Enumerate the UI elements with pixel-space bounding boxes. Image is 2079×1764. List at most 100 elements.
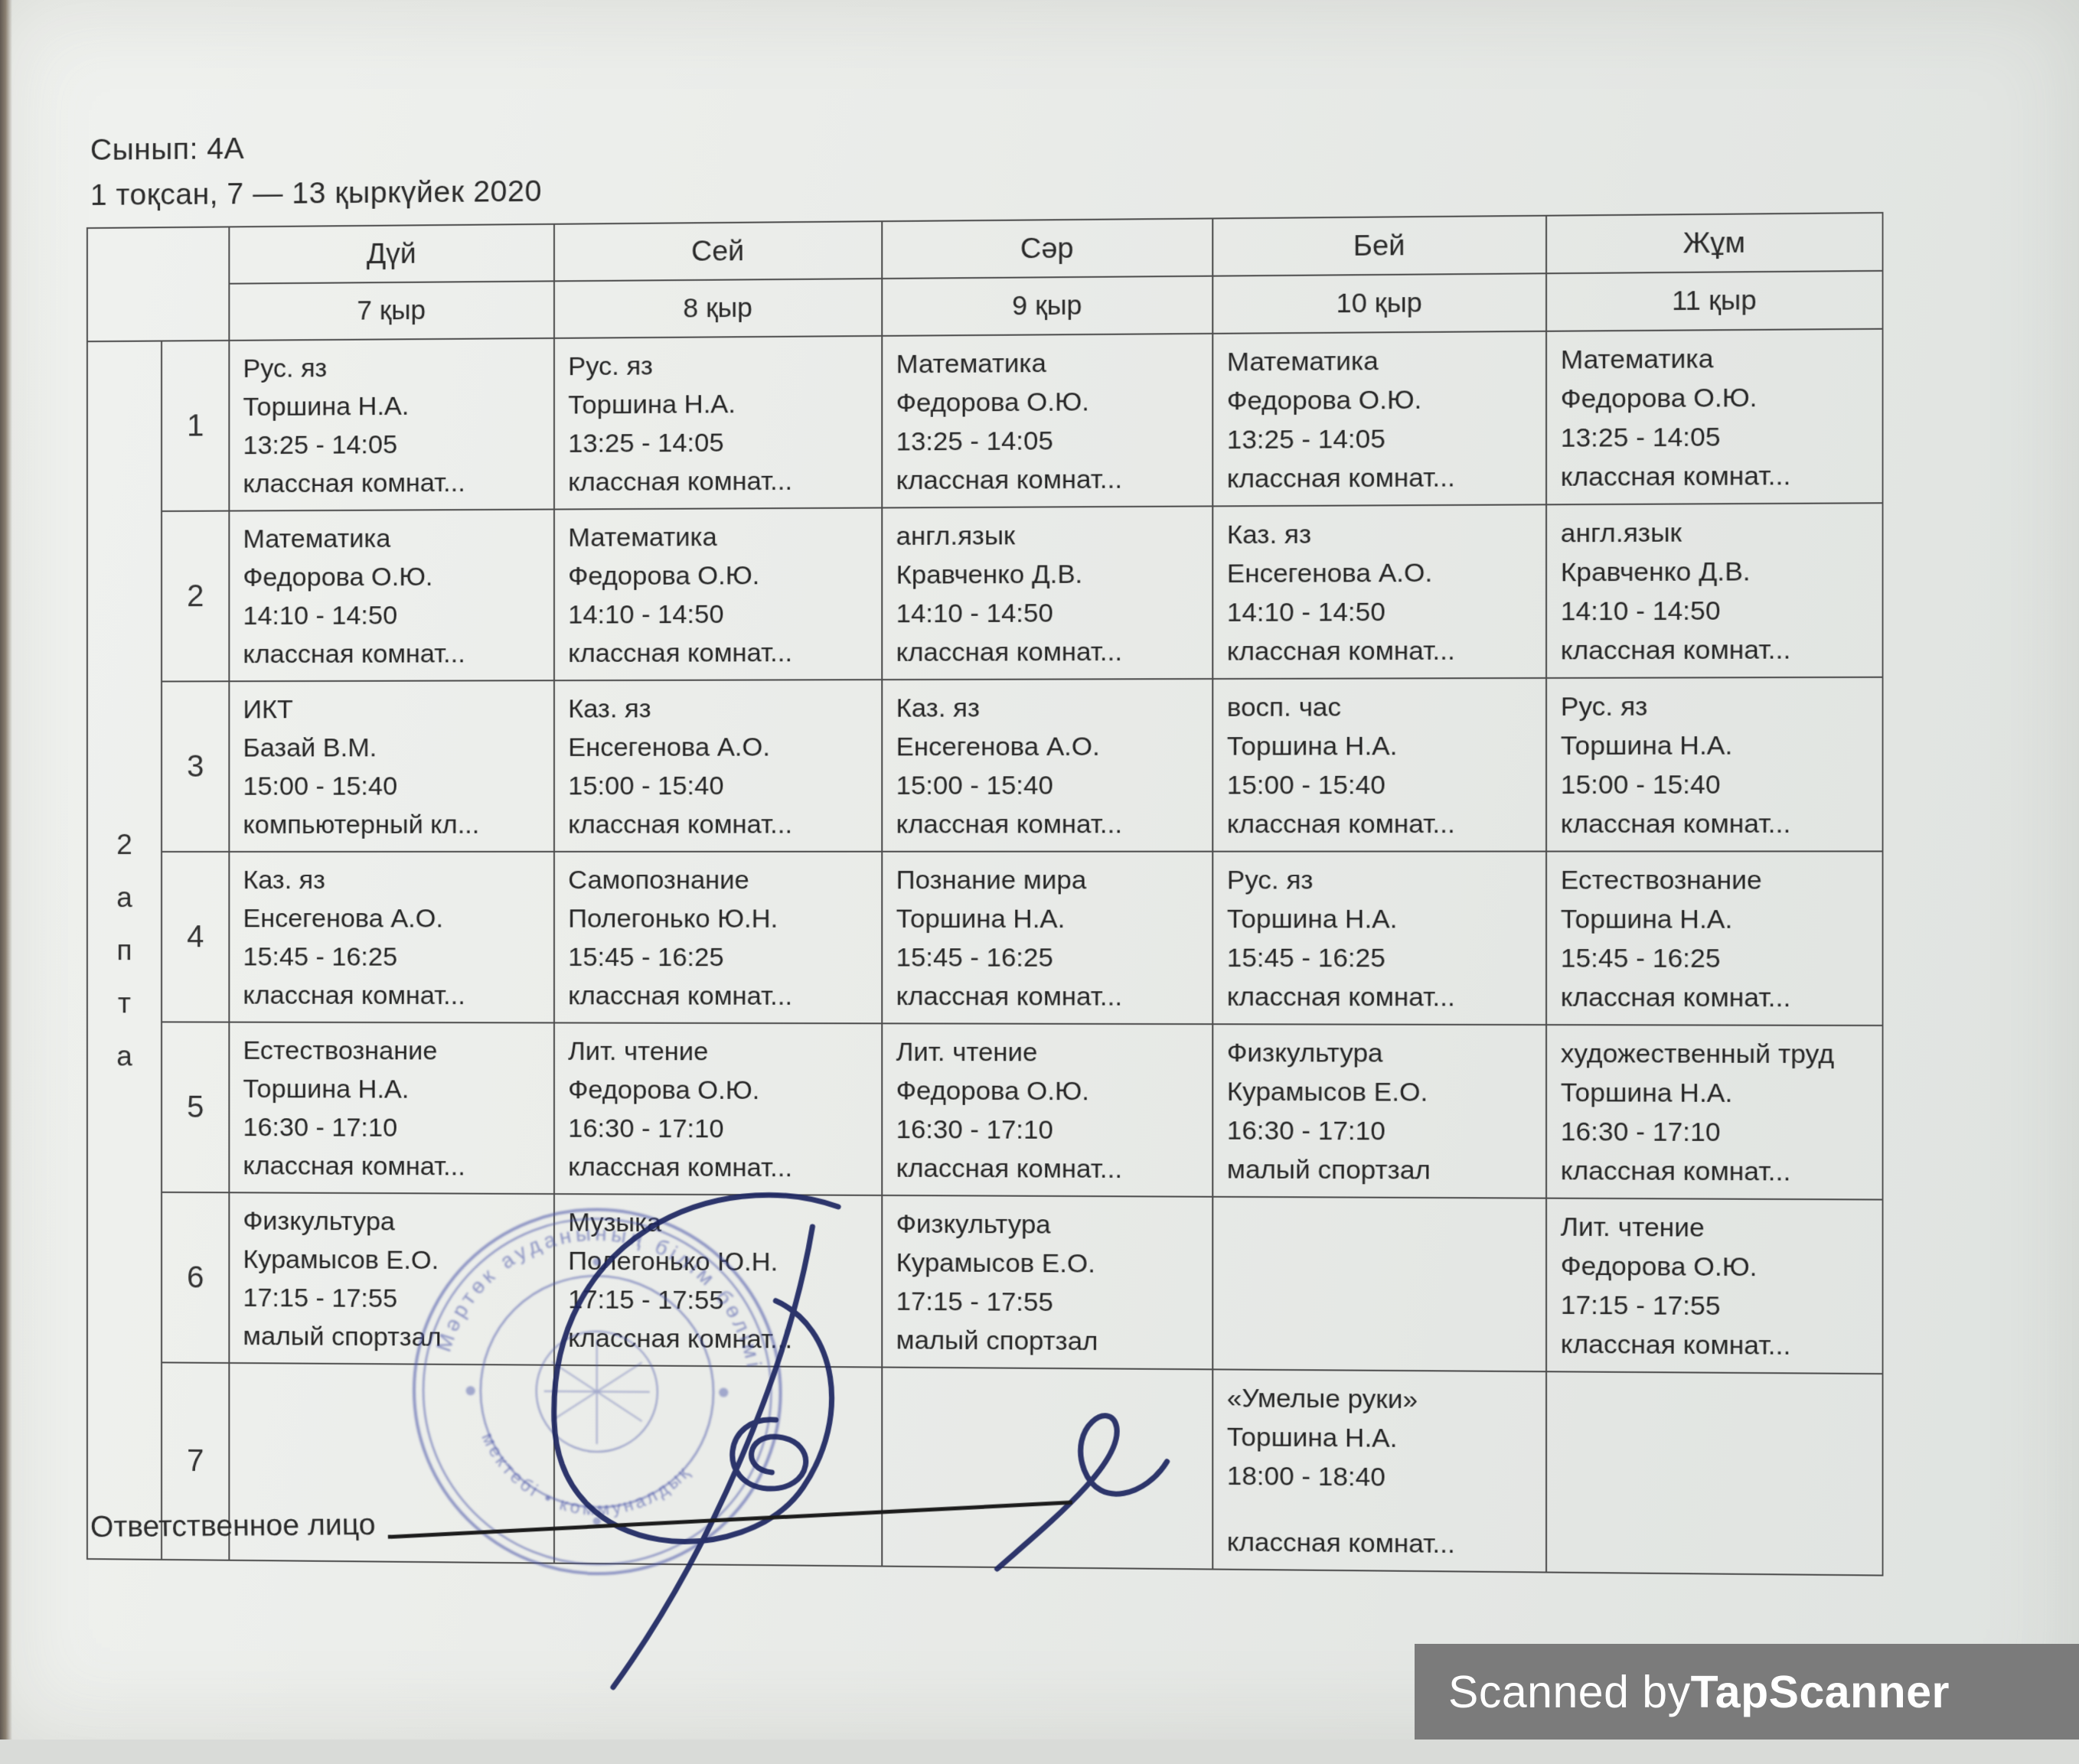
lesson-subject: художественный труд <box>1561 1034 1875 1074</box>
lesson-room: малый спортзал <box>1227 1150 1539 1191</box>
lesson-cell: «Умелые руки» Торшина Н.А. 18:00 - 18:40 кл… <box>1212 1369 1546 1572</box>
responsible-label: Ответственное лицо <box>90 1508 376 1544</box>
lesson-room: классная комнат... <box>243 463 546 503</box>
lesson-cell: англ.язык Кравченко Д.В. 14:10 - 14:50 клас… <box>882 506 1212 680</box>
lesson-room: классная комнат... <box>1561 1151 1875 1192</box>
lesson-room: классная комнат... <box>1561 804 1875 843</box>
lesson-cell: Познание мира Торшина Н.А. 15:45 - 16:25 кл… <box>882 852 1212 1025</box>
lesson-cell: восп. час Торшина Н.А. 15:00 - 15:40 классн… <box>1212 678 1546 852</box>
lesson-time: 13:25 - 14:05 <box>243 425 546 465</box>
lesson-cell: Рус. яз Торшина Н.А. 13:25 - 14:05 классная… <box>554 336 882 510</box>
day-name-header: Жұм <box>1546 213 1883 273</box>
week-label-char: п <box>89 924 160 977</box>
lesson-teacher: Торшина Н.А. <box>568 384 874 425</box>
lesson-room: классная комнат... <box>243 634 546 673</box>
lesson-room: классная комнат... <box>1227 977 1539 1017</box>
tapscanner-watermark: Scanned by TapScanner <box>1415 1644 2079 1740</box>
lesson-teacher: Базай В.М. <box>243 729 546 768</box>
paper: Сынып: 4А 1 тоқсан, 7 — 13 қыркүйек 2020… <box>0 0 2079 1764</box>
lesson-time: 14:10 - 14:50 <box>1227 592 1539 632</box>
lesson-room: классная комнат... <box>568 977 874 1016</box>
lesson-teacher: Енсегенова А.О. <box>568 728 874 767</box>
lesson-teacher: Полегонько Ю.Н. <box>568 899 874 938</box>
lesson-subject: Математика <box>568 517 874 557</box>
lesson-room: классная комнат... <box>568 461 874 502</box>
period-number: 5 <box>162 1022 229 1192</box>
lesson-room: классная комнат... <box>896 805 1205 844</box>
lesson-subject: восп. час <box>1227 687 1539 727</box>
period-number: 2 <box>162 511 229 682</box>
lesson-time: 16:30 - 17:10 <box>1227 1111 1539 1151</box>
period-number: 4 <box>162 852 229 1022</box>
signature <box>384 1134 1196 1743</box>
lesson-cell: Рус. яз Торшина Н.А. 15:00 - 15:40 классная… <box>1546 677 1883 852</box>
lesson-room: классная комнат... <box>896 460 1205 501</box>
lesson-subject: Физкультура <box>1227 1033 1539 1073</box>
week-label-char: 2 <box>89 818 160 871</box>
lesson-subject: Математика <box>243 519 546 559</box>
lesson-room: компьютерный кл... <box>243 805 546 843</box>
day-date-header: 9 қыр <box>882 276 1212 336</box>
week-label-char: а <box>89 1029 160 1082</box>
lesson-time: 15:00 - 15:40 <box>1561 765 1875 805</box>
day-date-header: 8 қыр <box>554 279 882 338</box>
lesson-subject: Каз. яз <box>896 688 1205 728</box>
lesson-teacher: Торшина Н.А. <box>896 899 1205 938</box>
lesson-subject: Познание мира <box>896 861 1205 900</box>
lesson-time: 18:00 - 18:40 <box>1227 1456 1539 1498</box>
lesson-teacher: Федорова О.Ю. <box>1561 1247 1875 1287</box>
lesson-teacher: Федорова О.Ю. <box>896 382 1205 422</box>
lesson-teacher: Федорова О.Ю. <box>1561 377 1875 419</box>
lesson-time: 14:10 - 14:50 <box>1561 591 1875 631</box>
lesson-subject: Естествознание <box>243 1032 546 1071</box>
lesson-subject: Рус. яз <box>568 345 874 386</box>
lesson-teacher: Торшина Н.А. <box>1227 726 1539 766</box>
lesson-room: классная комнат... <box>1227 1523 1539 1565</box>
week-label: 2апта <box>87 341 162 1560</box>
lesson-cell: Математика Федорова О.Ю. 14:10 - 14:50 клас… <box>554 508 882 681</box>
lesson-time: 15:00 - 15:40 <box>243 767 546 806</box>
lesson-subject: ИКТ <box>243 690 546 729</box>
lesson-subject: Каз. яз <box>243 861 546 899</box>
lesson-cell <box>1546 1371 1883 1575</box>
lesson-cell: Каз. яз Енсегенова А.О. 15:00 - 15:40 класс… <box>882 679 1212 852</box>
lesson-room: классная комнат... <box>1561 630 1875 670</box>
lesson-cell <box>1212 1197 1546 1371</box>
lesson-subject: Математика <box>1227 341 1539 382</box>
day-name-header: Сей <box>554 221 882 281</box>
signature-loop <box>554 1194 838 1543</box>
lesson-cell: Самопознание Полегонько Ю.Н. 15:45 - 16:25… <box>554 852 882 1024</box>
lesson-subject: Лит. чтение <box>1561 1208 1875 1248</box>
period-number: 1 <box>162 341 229 511</box>
lesson-subject: Естествознание <box>1561 861 1875 900</box>
lesson-room: классная комнат... <box>1227 631 1539 671</box>
lesson-subject: Рус. яз <box>243 347 546 388</box>
lesson-cell: Естествознание Торшина Н.А. 15:45 - 16:25 к… <box>1546 851 1883 1025</box>
lesson-time: 13:25 - 14:05 <box>568 422 874 463</box>
lesson-subject: «Умелые руки» <box>1227 1379 1539 1420</box>
lesson-cell: Математика Федорова О.Ю. 13:25 - 14:05 клас… <box>1212 331 1546 507</box>
lesson-teacher: Кравченко Д.В. <box>1561 552 1875 592</box>
lesson-room: классная комнат... <box>1561 1325 1875 1366</box>
lesson-subject: англ.язык <box>896 516 1205 556</box>
day-date-header: 7 қыр <box>229 281 554 341</box>
lesson-subject: англ.язык <box>1561 513 1875 553</box>
lesson-room: классная комнат... <box>1561 978 1875 1018</box>
period-number: 6 <box>162 1192 229 1363</box>
lesson-cell: Рус. яз Торшина Н.А. 15:45 - 16:25 классная… <box>1212 852 1546 1025</box>
lesson-subject: Каз. яз <box>568 689 874 728</box>
lesson-time: 15:45 - 16:25 <box>243 937 546 977</box>
lesson-cell: Физкультура Курамысов Е.О. 16:30 - 17:10 ма… <box>1212 1024 1546 1198</box>
lesson-time: 15:45 - 16:25 <box>568 938 874 977</box>
lesson-teacher: Торшина Н.А. <box>243 1070 546 1109</box>
lesson-teacher: Федорова О.Ю. <box>243 557 546 597</box>
lesson-teacher: Енсегенова А.О. <box>1227 553 1539 593</box>
lesson-cell: англ.язык Кравченко Д.В. 14:10 - 14:50 клас… <box>1546 503 1883 678</box>
day-date-header: 10 қыр <box>1212 273 1546 334</box>
day-date-header: 11 қыр <box>1546 271 1883 331</box>
lesson-time: 14:10 - 14:50 <box>568 595 874 634</box>
lesson-cell: Рус. яз Торшина Н.А. 13:25 - 14:05 классная… <box>229 338 554 511</box>
lesson-subject: Каз. яз <box>1227 514 1539 555</box>
period-number: 3 <box>162 681 229 852</box>
day-name-header: Бей <box>1212 216 1546 276</box>
